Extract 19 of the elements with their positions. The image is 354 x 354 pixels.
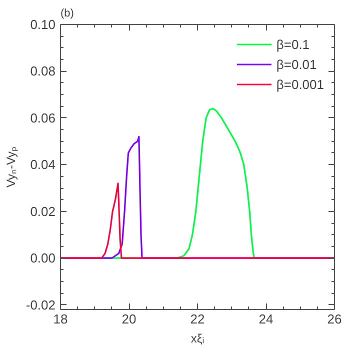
legend-label: β=0.01 [276, 56, 317, 72]
legend-label: β=0.001 [276, 76, 324, 92]
chart-title: (b) [60, 8, 74, 20]
y-tick-label: -0.02 [26, 297, 56, 312]
x-tick-label: 18 [53, 312, 68, 326]
line-series [60, 182, 334, 259]
y-tick-label: 0.08 [30, 64, 56, 79]
y-axis-title: Vyₙ-Vyₚ [4, 146, 18, 188]
x-tick-label: 22 [190, 312, 205, 326]
y-tick-label: 0.06 [30, 110, 56, 126]
y-tick-label: 0.04 [30, 157, 56, 172]
legend-label: β=0.1 [276, 36, 310, 52]
y-tick-label: 0.02 [30, 204, 56, 219]
x-tick-label: 24 [258, 312, 274, 326]
x-tick-label: 20 [122, 312, 136, 326]
x-tick-label: 26 [327, 312, 342, 326]
x-axis-title: xξᵢ [190, 332, 204, 346]
y-tick-label: 0.10 [30, 17, 56, 32]
y-tick-label: 0.00 [30, 250, 56, 266]
